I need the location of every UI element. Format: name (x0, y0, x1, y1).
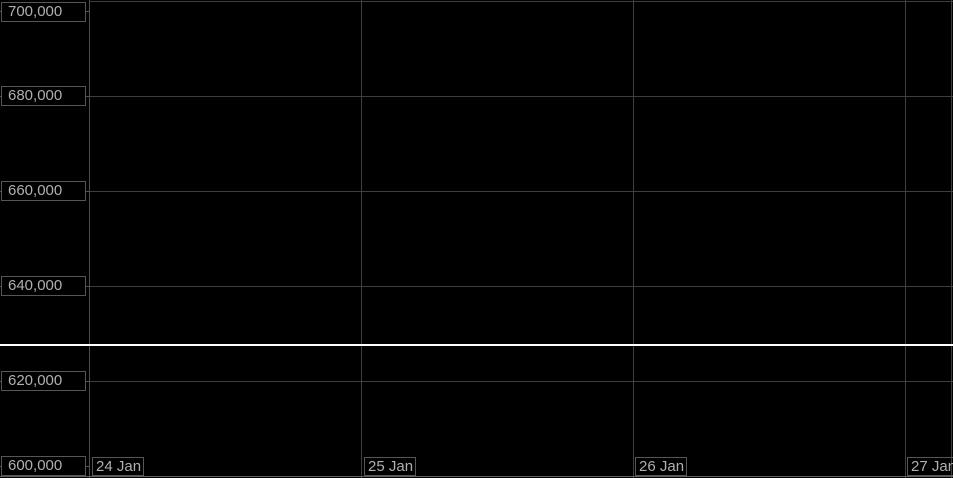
y-tick-icon (86, 381, 89, 382)
plot-right-border (951, 0, 952, 478)
gridline-y-640000 (89, 286, 953, 287)
gridline-x-26jan (633, 0, 634, 478)
y-axis-label-640000: 640,000 (1, 276, 86, 296)
gridline-y-660000 (89, 191, 953, 192)
x-axis-label-27jan: 27 Jan (907, 457, 953, 476)
gridline-y-700000 (89, 1, 953, 2)
y-axis-label-620000: 620,000 (1, 371, 86, 391)
y-tick-icon (86, 286, 89, 287)
y-axis-label-600000: 600,000 (1, 456, 86, 476)
y-tick-icon (86, 191, 89, 192)
gridline-x-25jan (361, 0, 362, 478)
y-tick-icon (86, 11, 89, 12)
x-axis-label-25jan: 25 Jan (364, 457, 416, 476)
y-tick-icon (86, 96, 89, 97)
x-axis-label-24jan: 24 Jan (92, 457, 144, 476)
y-axis-label-700000: 700,000 (1, 2, 86, 22)
y-axis-label-680000: 680,000 (1, 86, 86, 106)
series-line (0, 344, 953, 346)
gridline-y-620000 (89, 381, 953, 382)
x-axis-line (0, 476, 953, 477)
y-axis-line (89, 0, 90, 478)
gridline-y-680000 (89, 96, 953, 97)
gridline-x-27jan (905, 0, 906, 478)
y-axis-label-660000: 660,000 (1, 181, 86, 201)
y-tick-icon (86, 466, 89, 467)
x-axis-label-26jan: 26 Jan (635, 457, 687, 476)
